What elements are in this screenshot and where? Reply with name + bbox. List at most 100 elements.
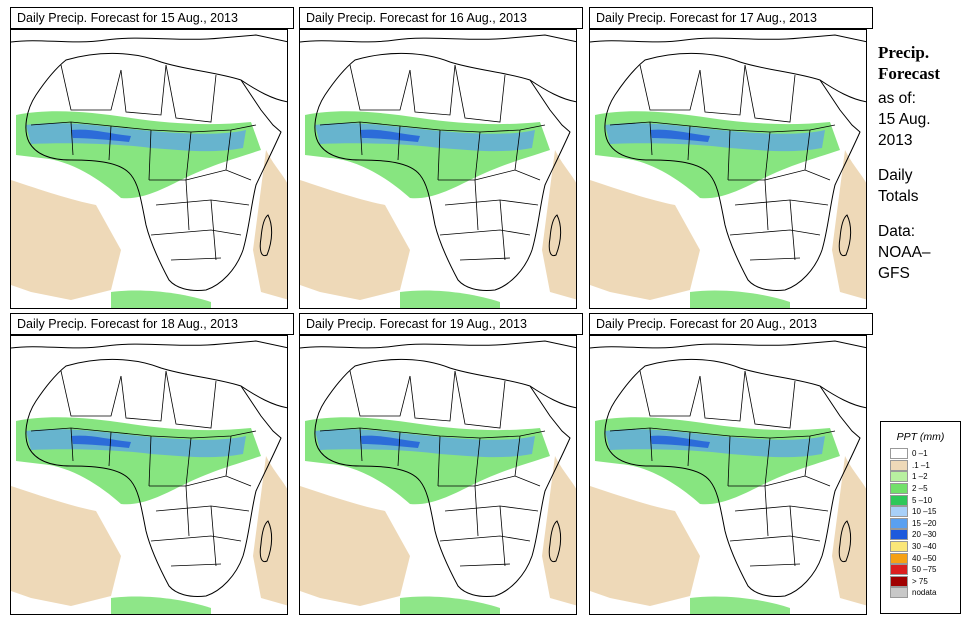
legend-item: 2 –5 (881, 483, 960, 495)
panel-title: Daily Precip. Forecast for 17 Aug., 2013 (589, 7, 873, 29)
legend-item: 0 –1 (881, 448, 960, 460)
legend-swatch (890, 587, 908, 599)
legend-swatch (890, 575, 908, 587)
legend-label: 1 –2 (912, 472, 928, 482)
legend-swatch (890, 494, 908, 506)
precip-map (299, 29, 577, 309)
panel-title: Daily Precip. Forecast for 20 Aug., 2013 (589, 313, 873, 335)
legend-swatch (890, 552, 908, 564)
europe-coast (300, 340, 576, 349)
dry-area-atlantic (590, 180, 700, 300)
sahel-heavy-rain (650, 129, 710, 142)
africa-outline (25, 53, 282, 291)
legend-item: > 75 (881, 575, 960, 588)
legend-swatch (890, 529, 908, 541)
africa-outline (314, 359, 571, 597)
madagascar-outline (259, 520, 273, 563)
sidebar-info: Precip. Forecast as of: 15 Aug. 2013 Dai… (878, 42, 964, 284)
legend-label: > 75 (912, 576, 928, 586)
legend-label: 20 –30 (912, 530, 937, 540)
legend-label: 50 –75 (912, 565, 937, 575)
europe-coast (11, 34, 287, 43)
legend-label: nodata (912, 588, 937, 598)
southern-ocean-rain (111, 596, 211, 614)
legend-label: 40 –50 (912, 553, 937, 563)
legend-swatch (890, 483, 908, 495)
dry-area-indian (542, 150, 576, 300)
country-borders (319, 64, 546, 261)
country-borders (30, 370, 257, 567)
precip-map (589, 29, 867, 309)
legend-swatch (890, 471, 908, 483)
africa-outline (314, 53, 571, 291)
legend-swatch (890, 541, 908, 553)
southern-ocean-rain (400, 596, 500, 614)
panel-title: Daily Precip. Forecast for 15 Aug., 2013 (10, 7, 294, 29)
legend-label: 15 –20 (912, 518, 937, 528)
legend-label: 5 –10 (912, 495, 933, 505)
data-source-1: NOAA– (878, 244, 931, 261)
dry-area-atlantic (300, 180, 410, 300)
arabia-outline (240, 79, 287, 103)
legend-label: 2 –5 (912, 484, 928, 494)
legend-item: 40 –50 (881, 552, 960, 564)
legend-item: 20 –30 (881, 529, 960, 541)
country-borders (609, 370, 836, 567)
map-panel-6: Daily Precip. Forecast for 20 Aug., 2013 (587, 313, 873, 616)
panel-title: Daily Precip. Forecast for 18 Aug., 2013 (10, 313, 294, 335)
sahel-heavy-rain (71, 129, 131, 142)
dry-area-atlantic (11, 180, 121, 300)
totals-label: Totals (878, 188, 919, 205)
madagascar-outline (548, 214, 562, 257)
map-panel-5: Daily Precip. Forecast for 19 Aug., 2013 (297, 313, 583, 616)
africa-outline (604, 53, 861, 291)
legend-title: PPT (mm) (896, 431, 945, 443)
arabia-outline (819, 385, 866, 409)
legend-swatch (890, 459, 908, 471)
legend-item: 15 –20 (881, 517, 960, 530)
asof-year: 2013 (878, 132, 913, 149)
legend-swatch (890, 517, 908, 529)
legend-rows: 0 –1.1 –1 1 –2 2 –5 5 –10 10 –15 15 –20 20 –30… (881, 448, 960, 599)
southern-ocean-rain (111, 290, 211, 308)
madagascar-outline (548, 520, 562, 563)
sahel-heavy-rain (360, 435, 420, 448)
panel-title: Daily Precip. Forecast for 16 Aug., 2013 (299, 7, 583, 29)
arabia-outline (240, 385, 287, 409)
dry-area-atlantic (300, 486, 410, 606)
legend-item: 5 –10 (881, 494, 960, 506)
southern-ocean-rain (690, 596, 790, 614)
dry-area-indian (832, 150, 866, 300)
heading-line-2: Forecast (878, 64, 940, 83)
data-source-2: GFS (878, 265, 910, 282)
dry-area-indian (542, 456, 576, 606)
dry-area-indian (253, 150, 287, 300)
europe-coast (300, 34, 576, 43)
dry-area-atlantic (590, 486, 700, 606)
dry-area-atlantic (11, 486, 121, 606)
sahel-heavy-rain (360, 129, 420, 142)
africa-outline (25, 359, 282, 597)
map-panel-2: Daily Precip. Forecast for 16 Aug., 2013 (297, 7, 583, 310)
europe-coast (590, 34, 866, 43)
dry-area-indian (253, 456, 287, 606)
arabia-outline (529, 385, 576, 409)
europe-coast (590, 340, 866, 349)
precip-map (299, 335, 577, 615)
sahel-heavy-rain (650, 435, 710, 448)
arabia-outline (819, 79, 866, 103)
madagascar-outline (838, 520, 852, 563)
data-label: Data: (878, 223, 916, 240)
precip-map (589, 335, 867, 615)
legend-item: 10 –15 (881, 506, 960, 518)
panel-title: Daily Precip. Forecast for 19 Aug., 2013 (299, 313, 583, 335)
heading-line-1: Precip. (878, 43, 930, 62)
ppt-legend: PPT (mm) 0 –1.1 –1 1 –2 2 –5 5 –10 10 –15 15 … (880, 421, 961, 614)
asof-date: 15 Aug. (878, 111, 931, 128)
asof-label: as of: (878, 90, 916, 107)
southern-ocean-rain (400, 290, 500, 308)
legend-label: 0 –1 (912, 449, 928, 459)
map-panel-3: Daily Precip. Forecast for 17 Aug., 2013 (587, 7, 873, 310)
precip-map (10, 335, 288, 615)
madagascar-outline (838, 214, 852, 257)
